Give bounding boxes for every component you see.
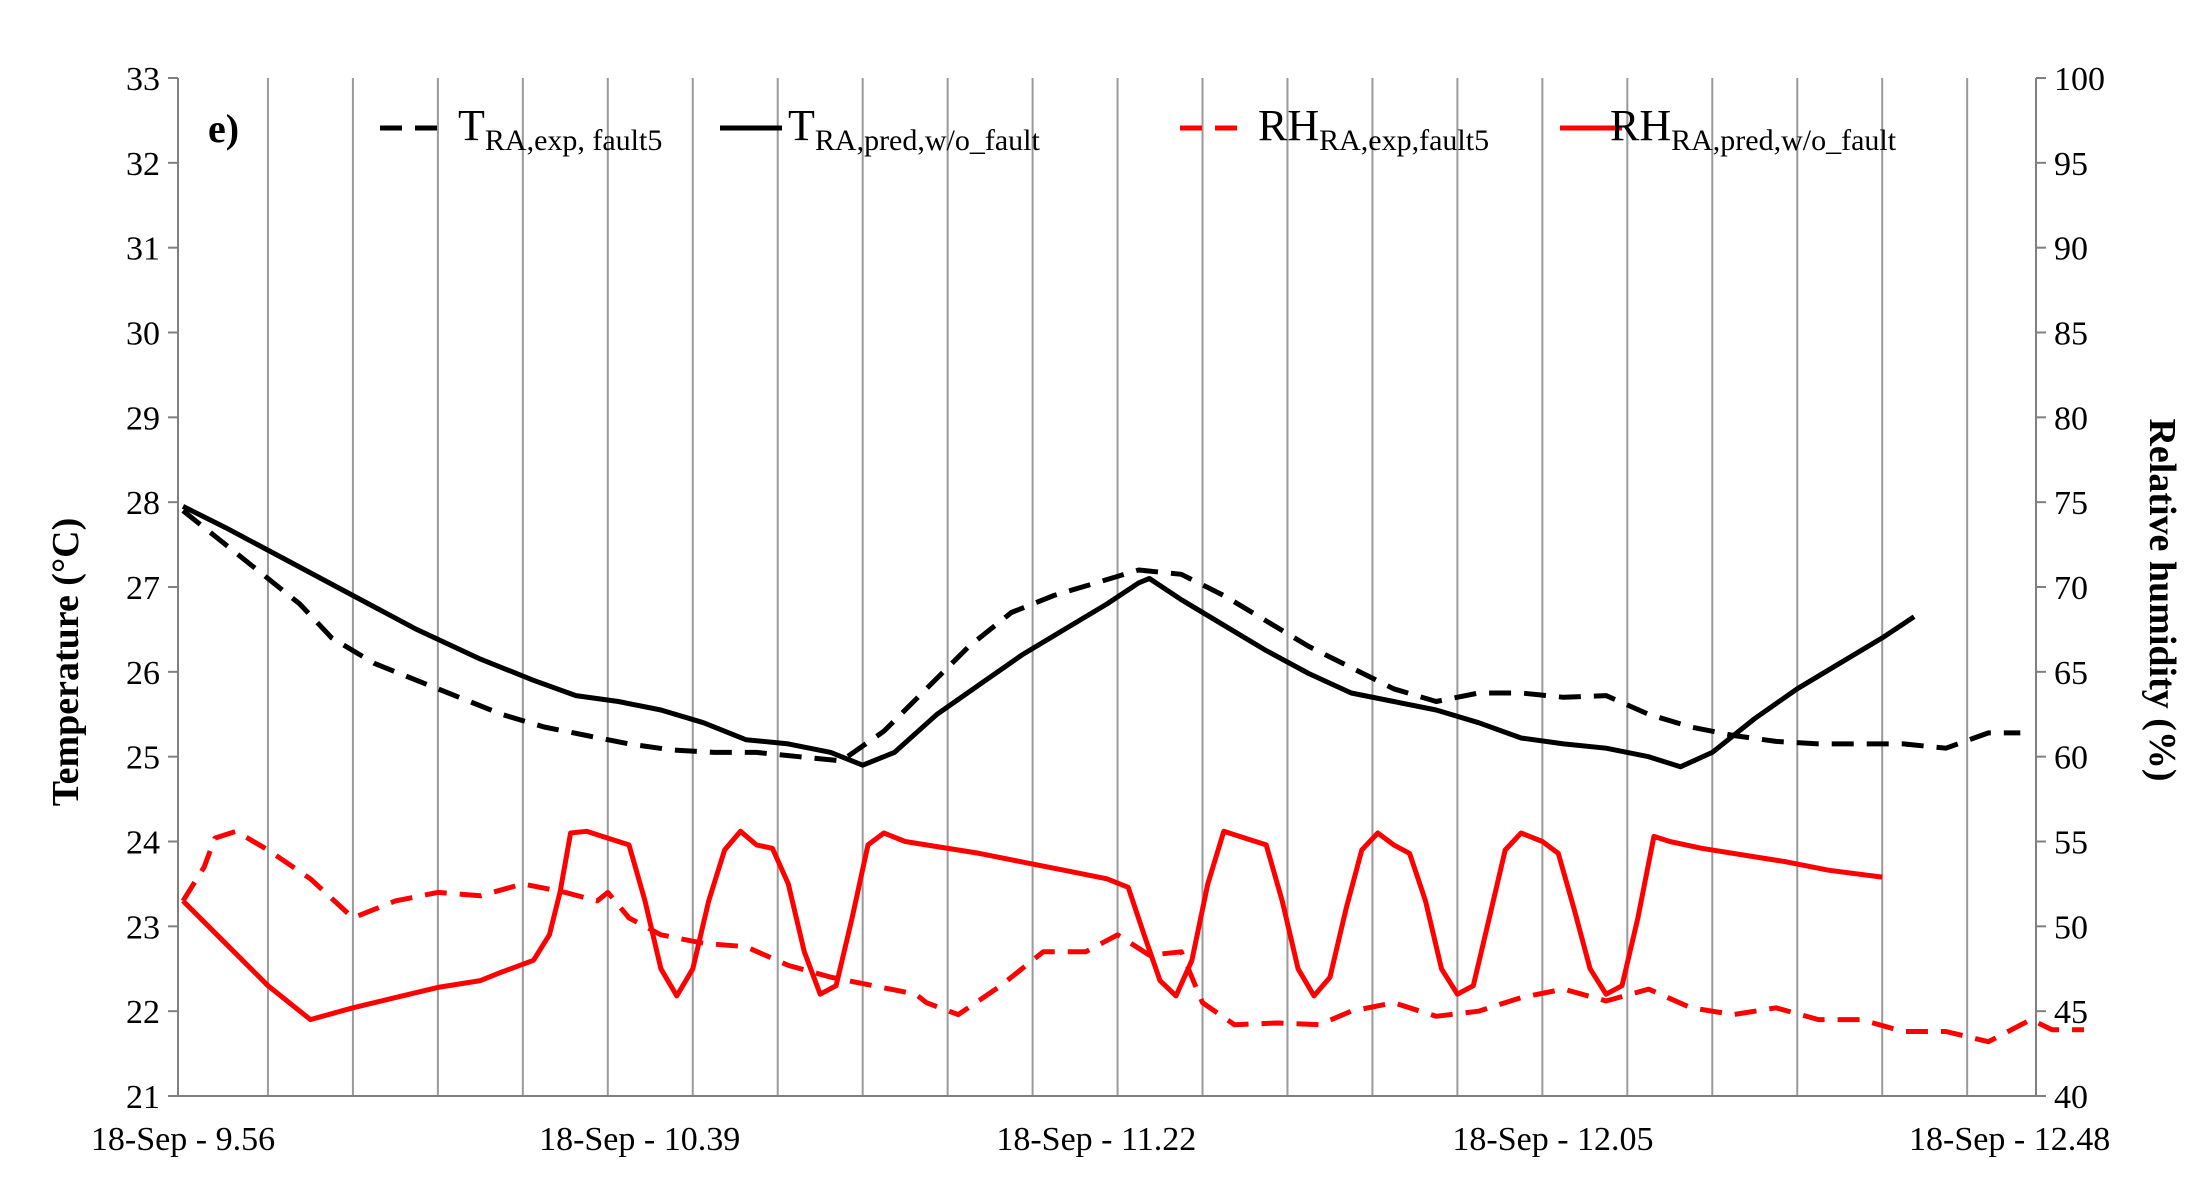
y-right-tick-label: 95 <box>2054 146 2088 183</box>
y-right-tick-label: 60 <box>2054 740 2088 777</box>
series-line-t-pred <box>181 504 1916 770</box>
y-right-tick-label: 55 <box>2054 825 2088 862</box>
y-left-tick-label: 33 <box>126 61 160 98</box>
x-tick-label: 18-Sep - 11.22 <box>996 1121 1196 1158</box>
legend-label-rh-exp: RHRA,exp,fault5 <box>1258 101 1489 157</box>
y-right-tick-label: 50 <box>2054 909 2088 946</box>
legend-label-rh-pred: RHRA,pred,w/o_fault <box>1610 101 1897 157</box>
y-right-tick-label: 65 <box>2054 655 2088 692</box>
y-axis-right-title: Relative humidity (%) <box>2141 418 2183 781</box>
y-left-tick-label: 29 <box>126 400 160 437</box>
legend-label-t-exp: TRA,exp, fault5 <box>458 101 662 157</box>
x-tick-label: 18-Sep - 12.48 <box>1909 1121 2110 1158</box>
y-right-tick-label: 90 <box>2054 231 2088 268</box>
legend-subscript: RA,exp,fault5 <box>1319 124 1489 157</box>
y-left-tick-label: 32 <box>126 146 160 183</box>
y-left-tick-label: 21 <box>126 1079 160 1116</box>
legend-subscript: RA,exp, fault5 <box>485 124 662 157</box>
y-right-tick-label: 45 <box>2054 994 2088 1031</box>
series-line-rh-pred <box>181 828 1883 1023</box>
y-axis-left-title: Temperature (°C) <box>45 518 87 807</box>
y-right-tick-label: 100 <box>2054 61 2105 98</box>
y-right-tick-label: 70 <box>2054 570 2088 607</box>
y-left-tick-label: 30 <box>126 316 160 353</box>
y-left-tick-label: 22 <box>126 994 160 1031</box>
y-right-tick-label: 80 <box>2054 400 2088 437</box>
y-left-tick-label: 24 <box>126 825 160 862</box>
x-tick-label: 18-Sep - 9.56 <box>91 1121 275 1158</box>
y-left-tick-label: 28 <box>126 485 160 522</box>
y-right-tick-label: 85 <box>2054 316 2088 353</box>
y-right-tick-label: 40 <box>2054 1079 2088 1116</box>
x-tick-label: 18-Sep - 10.39 <box>539 1121 740 1158</box>
legend-subscript: RA,pred,w/o_fault <box>1671 124 1897 157</box>
panel-label: e) <box>208 106 239 151</box>
y-left-tick-label: 27 <box>126 570 160 607</box>
legend-subscript: RA,pred,w/o_fault <box>815 124 1041 157</box>
y-left-tick-label: 31 <box>126 231 160 268</box>
x-tick-label: 18-Sep - 12.05 <box>1452 1121 1653 1158</box>
y-left-tick-label: 25 <box>126 740 160 777</box>
y-left-tick-label: 23 <box>126 909 160 946</box>
y-right-tick-label: 75 <box>2054 485 2088 522</box>
y-left-tick-label: 26 <box>126 655 160 692</box>
series-line-t-exp <box>181 508 2021 764</box>
series-line-rh-exp <box>180 828 2084 1045</box>
legend-label-t-pred: TRA,pred,w/o_fault <box>788 101 1041 157</box>
